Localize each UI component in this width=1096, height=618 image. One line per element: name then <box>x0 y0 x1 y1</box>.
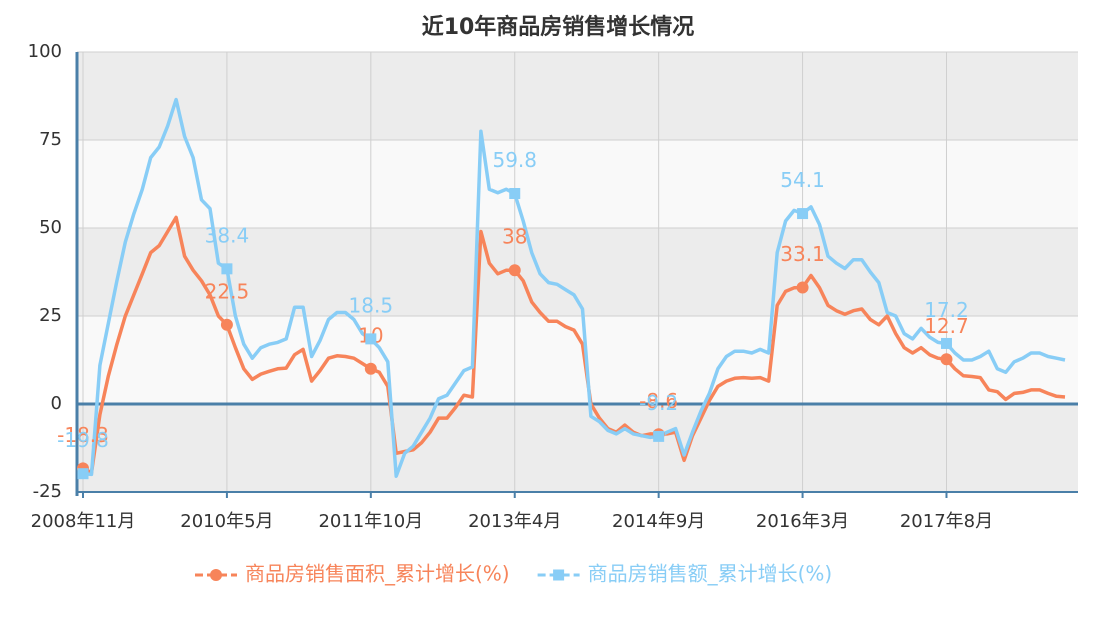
y-tick-label: 100 <box>28 41 62 62</box>
y-tick-label: 50 <box>39 217 62 238</box>
data-point <box>508 264 521 277</box>
legend-label: 商品房销售额_累计增长(%) <box>588 562 833 586</box>
data-label: -9.2 <box>639 391 678 415</box>
y-tick-label: 25 <box>39 305 62 326</box>
data-point <box>653 430 665 442</box>
x-tick-label: 2008年11月 <box>31 511 136 532</box>
data-label: 17.2 <box>924 298 969 322</box>
data-label: 12.7 <box>924 314 969 338</box>
data-point <box>797 208 809 220</box>
data-label: 22.5 <box>205 279 250 303</box>
data-point <box>364 362 377 375</box>
x-tick-label: 2010年5月 <box>180 511 273 532</box>
data-label: -19.8 <box>57 428 109 452</box>
y-tick-label: 75 <box>39 129 62 150</box>
data-point <box>940 353 953 366</box>
x-tick-label: 2014年9月 <box>612 511 705 532</box>
legend-label: 商品房销售面积_累计增长(%) <box>245 562 510 586</box>
data-point <box>365 333 377 345</box>
data-label: 38 <box>502 225 527 249</box>
x-tick-label: 2016年3月 <box>756 511 849 532</box>
plot-band <box>77 316 1078 404</box>
data-point <box>220 318 233 331</box>
chart-title: 近10年商品房销售增长情况 <box>422 14 695 40</box>
x-tick-label: 2013年4月 <box>468 511 561 532</box>
plot-band <box>77 140 1078 228</box>
data-point <box>796 281 809 294</box>
legend-marker <box>210 569 222 581</box>
data-label: -8.6 <box>639 389 678 413</box>
data-label: -18.3 <box>57 423 109 447</box>
data-label: 18.5 <box>349 293 394 317</box>
data-label: 54.1 <box>780 168 825 192</box>
data-label: 38.4 <box>205 223 250 247</box>
data-point <box>77 468 89 480</box>
series-line <box>82 97 1066 478</box>
legend-marker <box>553 569 565 581</box>
plot-band <box>77 52 1078 140</box>
x-tick-label: 2011年10月 <box>318 511 423 532</box>
y-tick-label: -25 <box>33 481 62 502</box>
data-point <box>221 263 233 275</box>
data-label: 33.1 <box>780 242 825 266</box>
series-line <box>82 215 1066 475</box>
data-point <box>940 337 952 349</box>
x-tick-label: 2017年8月 <box>900 511 993 532</box>
plot-band <box>77 404 1078 492</box>
y-tick-label: 0 <box>51 393 62 414</box>
data-point <box>509 188 521 200</box>
data-label: 59.8 <box>492 148 537 172</box>
